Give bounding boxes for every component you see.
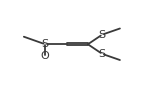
Text: O: O: [41, 51, 50, 61]
Text: S: S: [99, 49, 106, 59]
Text: S: S: [42, 39, 49, 49]
Text: S: S: [99, 30, 106, 40]
